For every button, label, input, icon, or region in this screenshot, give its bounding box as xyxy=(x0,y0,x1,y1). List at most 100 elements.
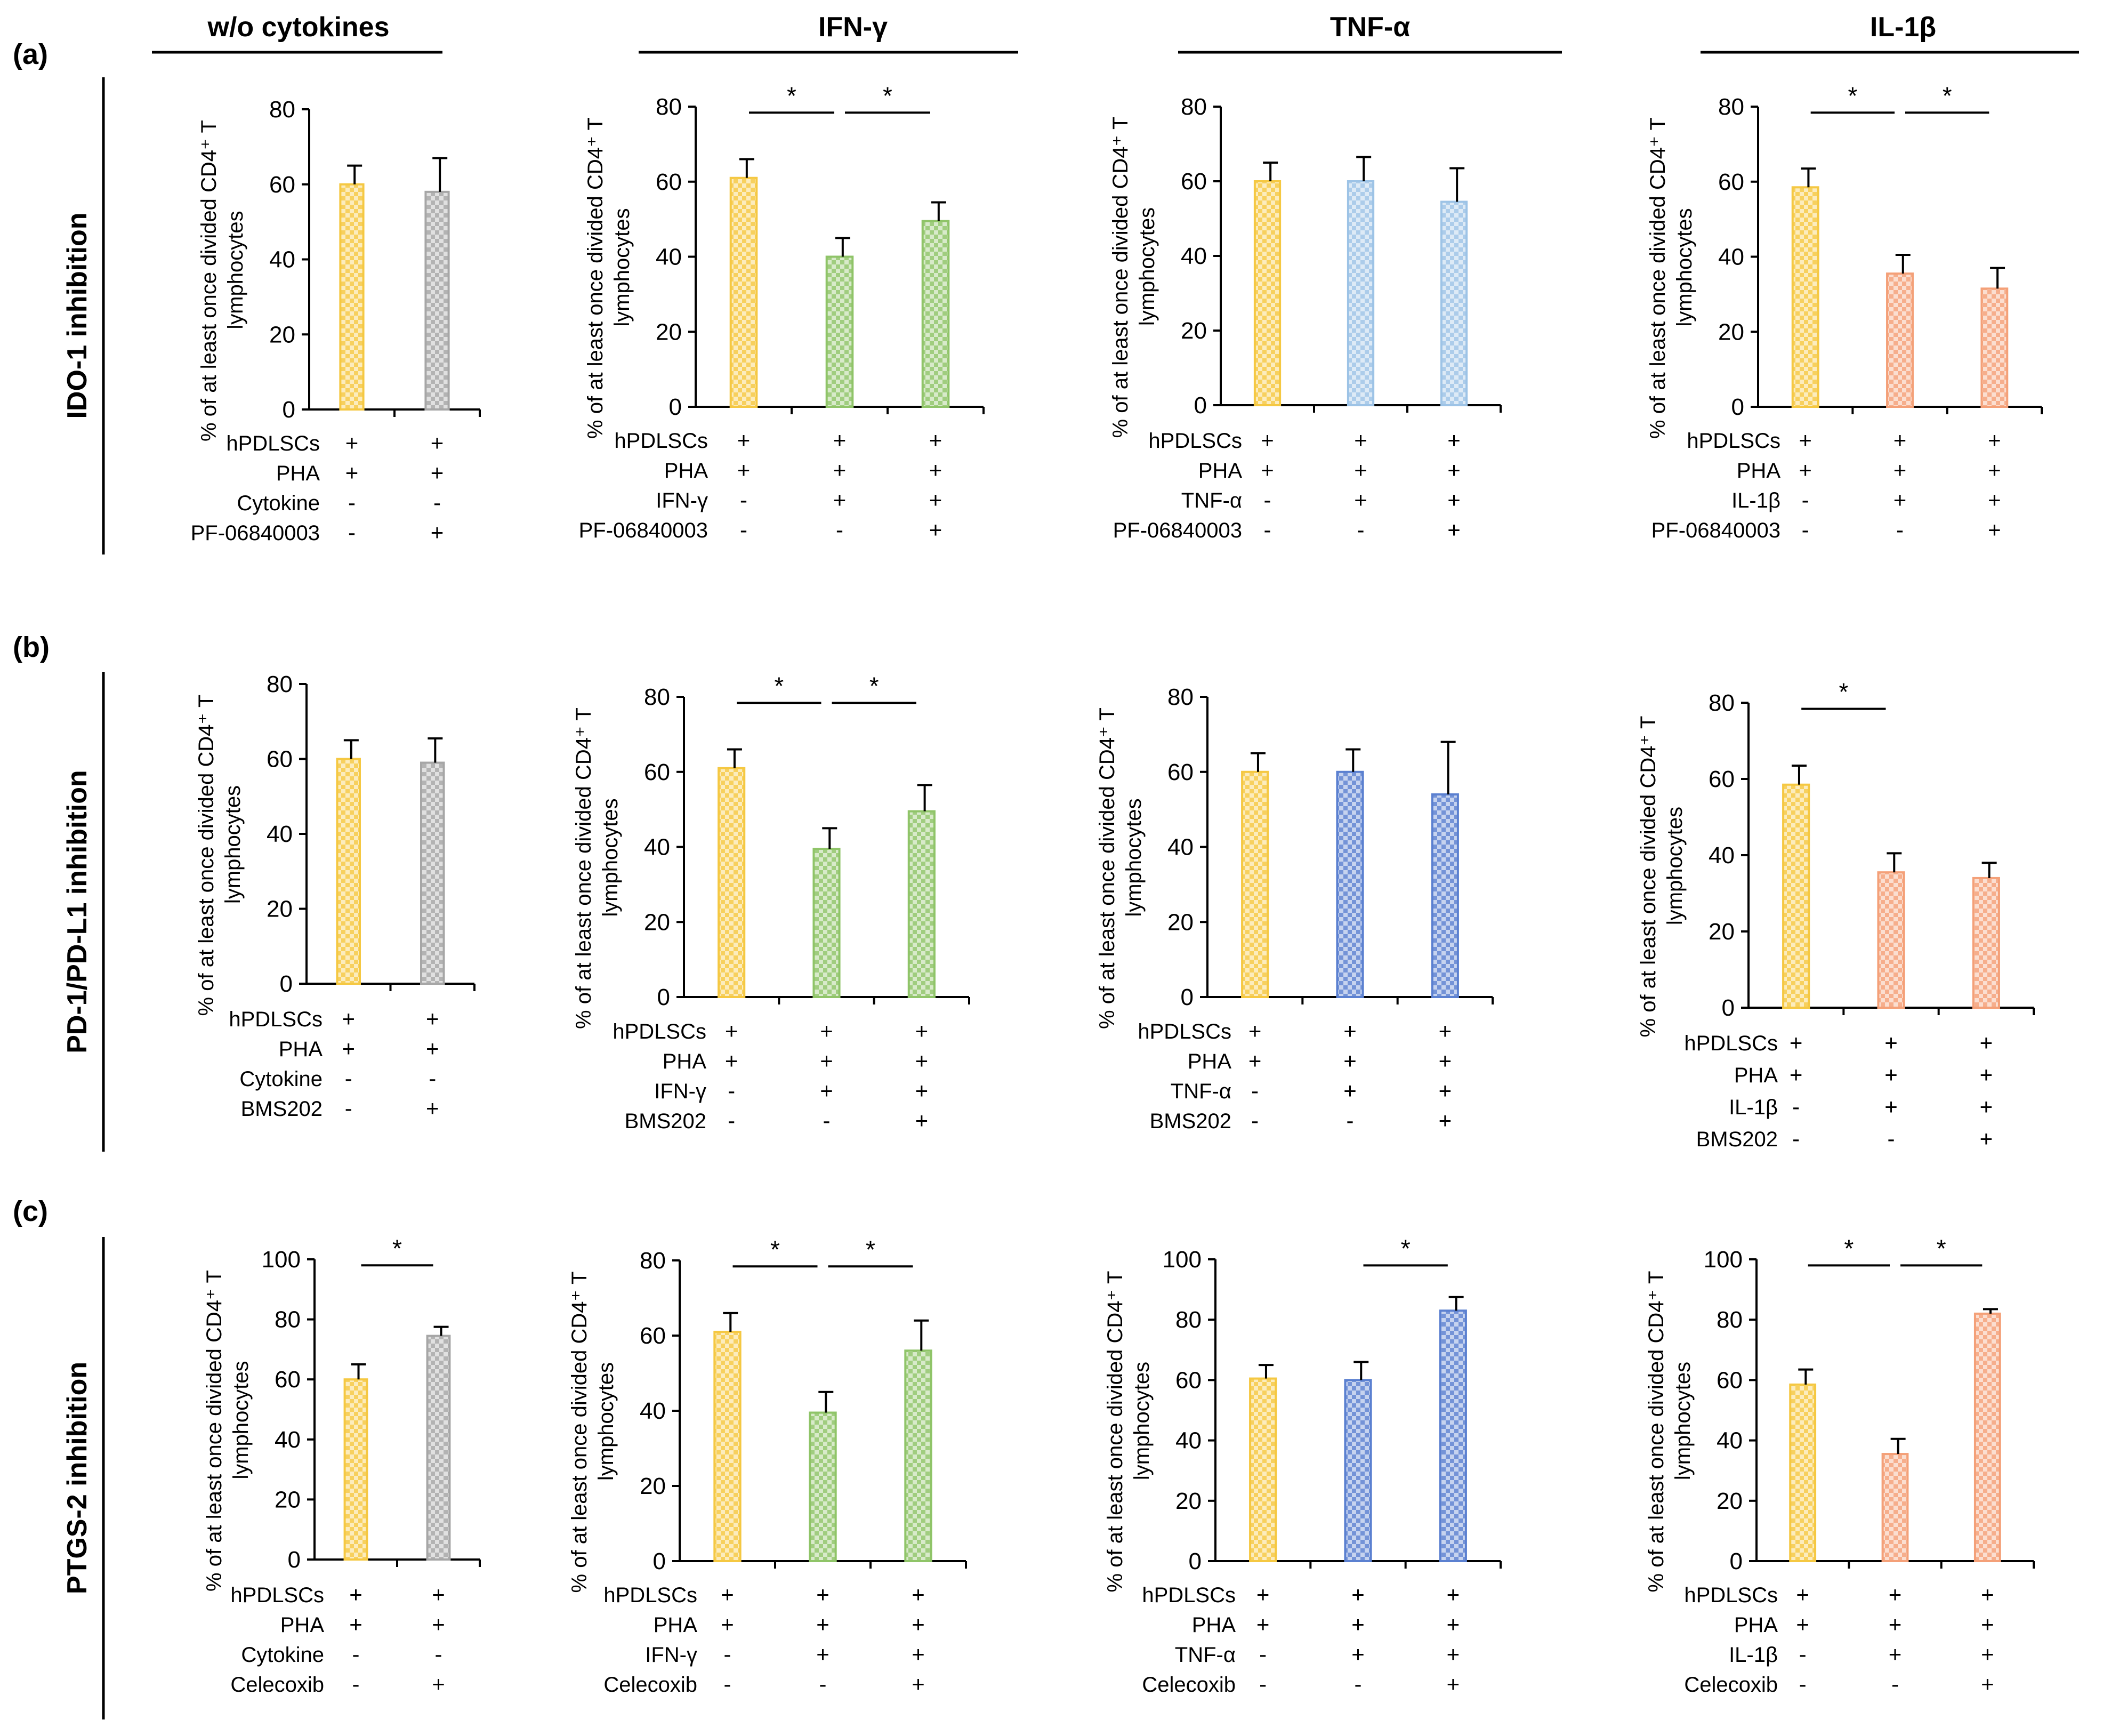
condition-sign: - xyxy=(1259,1671,1267,1697)
y-axis-label-line2: lymphocytes xyxy=(1671,1362,1695,1480)
condition-sign: - xyxy=(1264,487,1271,512)
condition-label: Cytokine xyxy=(239,1067,323,1091)
condition-sign: - xyxy=(429,1066,436,1091)
y-tick-label: 40 xyxy=(1181,243,1207,269)
y-tick-label: 0 xyxy=(1194,392,1207,419)
condition-label: hPDLSCs xyxy=(1142,1584,1236,1607)
y-tick-label: 80 xyxy=(269,97,295,123)
condition-sign: - xyxy=(1888,1126,1895,1151)
condition-sign: - xyxy=(1251,1078,1259,1103)
panel-letters: (a) (b) (c) xyxy=(13,38,50,1227)
condition-sign: - xyxy=(836,517,843,542)
condition-sign: + xyxy=(1439,1048,1452,1073)
condition-label: IFN-γ xyxy=(645,1643,697,1667)
y-tick-label: 80 xyxy=(1717,1307,1743,1333)
condition-label: PHA xyxy=(1734,1613,1778,1637)
condition-sign: - xyxy=(1347,1108,1354,1133)
condition-label: TNF-α xyxy=(1171,1080,1231,1103)
condition-label: Cytokine xyxy=(241,1643,324,1667)
condition-sign: - xyxy=(433,490,441,515)
condition-label: hPDLSCs xyxy=(1687,429,1780,453)
condition-label: BMS202 xyxy=(625,1110,706,1133)
y-tick-label: 80 xyxy=(1718,94,1744,120)
condition-sign: + xyxy=(737,428,751,453)
condition-sign: + xyxy=(1981,1642,1994,1667)
condition-sign: - xyxy=(728,1078,735,1103)
y-tick-label: 20 xyxy=(656,319,682,345)
y-tick-label: 60 xyxy=(1181,168,1207,195)
condition-label: PHA xyxy=(663,1050,707,1073)
condition-label: PHA xyxy=(1737,459,1781,483)
bar xyxy=(426,1335,451,1561)
condition-sign: - xyxy=(1896,517,1904,542)
y-tick-label: 20 xyxy=(1175,1488,1202,1514)
bar xyxy=(1440,200,1468,406)
condition-sign: + xyxy=(1343,1078,1357,1103)
y-tick-label: 60 xyxy=(1718,169,1744,195)
y-tick-label: 0 xyxy=(1730,1548,1743,1574)
condition-sign: - xyxy=(1891,1671,1899,1697)
condition-sign: - xyxy=(352,1671,360,1697)
bar xyxy=(809,1411,837,1562)
condition-sign: - xyxy=(724,1671,731,1697)
condition-sign: + xyxy=(426,1006,439,1031)
condition-label: TNF-α xyxy=(1175,1643,1236,1667)
condition-sign: + xyxy=(345,460,359,485)
y-tick-label: 100 xyxy=(1704,1247,1743,1273)
condition-label: PHA xyxy=(279,1038,323,1061)
condition-label: hPDLSCs xyxy=(229,1008,323,1031)
bar xyxy=(343,1378,368,1561)
condition-sign: + xyxy=(833,428,847,453)
condition-sign: + xyxy=(1981,1671,1994,1697)
bar xyxy=(1344,1379,1372,1562)
condition-sign: + xyxy=(349,1612,362,1637)
column-title-no-cytokines: w/o cytokines xyxy=(207,12,390,43)
significance-star: * xyxy=(1848,82,1857,109)
column-title-ifn: IFN-γ xyxy=(818,12,888,43)
condition-sign: + xyxy=(1790,1030,1803,1055)
bar xyxy=(921,220,950,408)
row-title-pd1: PD-1/PD-L1 inhibition xyxy=(62,770,93,1054)
y-tick-label: 20 xyxy=(267,896,293,922)
condition-label: hPDLSCs xyxy=(603,1584,697,1607)
bar xyxy=(1249,1377,1277,1563)
bar xyxy=(1439,1309,1467,1562)
panel-letter-a: (a) xyxy=(13,38,48,70)
y-tick-label: 20 xyxy=(1717,1488,1743,1514)
condition-label: Celecoxib xyxy=(1684,1673,1778,1697)
panel-letter-b: (b) xyxy=(13,631,50,663)
condition-sign: + xyxy=(1248,1048,1262,1073)
condition-sign: + xyxy=(725,1048,738,1073)
bar xyxy=(1782,783,1810,1009)
condition-label: PF-06840003 xyxy=(191,521,320,545)
condition-sign: + xyxy=(1889,1582,1902,1607)
y-tick-label: 60 xyxy=(1717,1367,1743,1393)
condition-sign: + xyxy=(431,460,444,485)
condition-sign: + xyxy=(816,1642,829,1667)
condition-sign: + xyxy=(432,1671,445,1697)
bar xyxy=(1241,770,1269,998)
y-axis-label: % of at least once divided CD4⁺ T xyxy=(1646,117,1670,439)
y-tick-label: 0 xyxy=(1189,1548,1202,1574)
y-tick-label: 80 xyxy=(1181,94,1207,120)
condition-label: IL-1β xyxy=(1729,1643,1778,1667)
condition-label: IL-1β xyxy=(1731,489,1780,512)
condition-sign: + xyxy=(342,1006,355,1031)
condition-sign: - xyxy=(724,1642,731,1667)
condition-sign: + xyxy=(1790,1062,1803,1087)
condition-sign: + xyxy=(345,430,359,455)
condition-sign: + xyxy=(915,1108,929,1133)
condition-sign: + xyxy=(912,1642,925,1667)
row-titles: IDO-1 inhibition PD-1/PD-L1 inhibition P… xyxy=(62,77,105,1719)
y-axis-label: % of at least once divided CD4⁺ T xyxy=(1095,708,1119,1029)
bar xyxy=(1347,180,1375,406)
condition-sign: + xyxy=(1343,1048,1357,1073)
condition-label: hPDLSCs xyxy=(1684,1584,1778,1607)
condition-sign: + xyxy=(1256,1582,1270,1607)
condition-sign: + xyxy=(820,1048,833,1073)
y-axis-label: % of at least once divided CD4⁺ T xyxy=(195,695,218,1016)
